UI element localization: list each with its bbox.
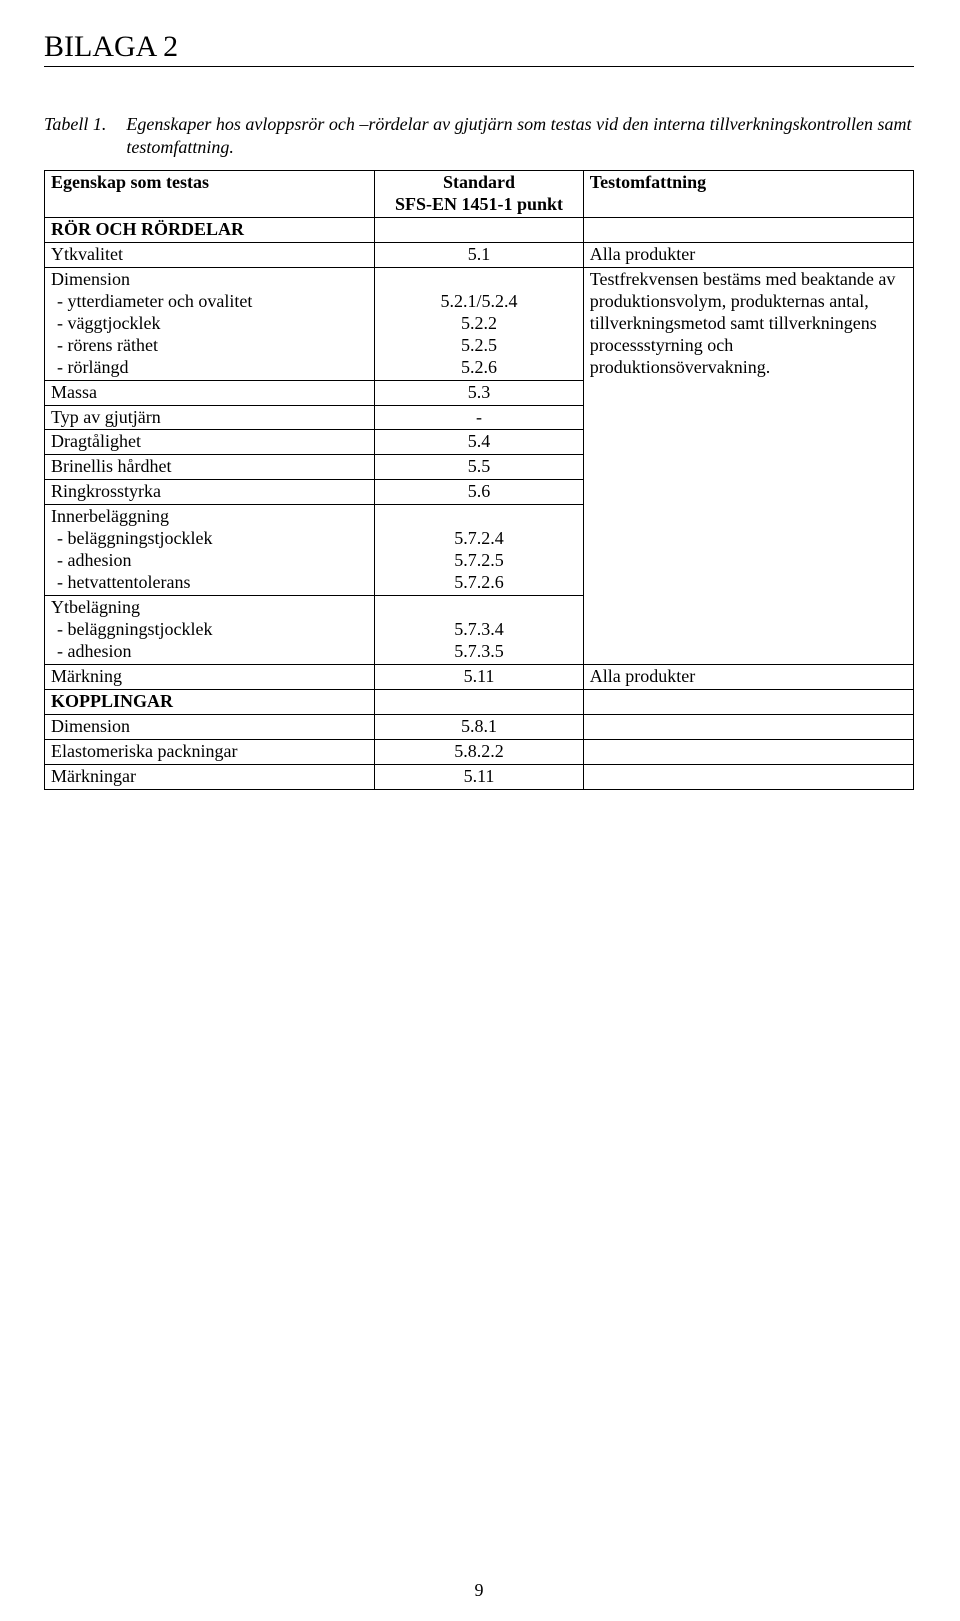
header-col1: Egenskap som testas xyxy=(45,171,375,218)
dimension-item: - rörens räthet xyxy=(51,335,158,355)
row-ref: 5.1 xyxy=(375,242,584,267)
empty-cell xyxy=(583,689,913,714)
page-title: BILAGA 2 xyxy=(44,30,914,67)
empty-cell xyxy=(375,217,584,242)
dimension-item: - väggtjocklek xyxy=(51,313,160,333)
row-ref: 5.4 xyxy=(375,430,584,455)
table-row: Märkning 5.11 Alla produkter xyxy=(45,665,914,690)
page-number: 9 xyxy=(44,1580,914,1601)
ytbel-item: - beläggningstjocklek xyxy=(51,619,212,639)
caption-label: Tabell 1. xyxy=(44,113,106,158)
table-row: Elastomeriska packningar 5.8.2.2 xyxy=(45,739,914,764)
section-row: KOPPLINGAR xyxy=(45,689,914,714)
table-row: Dimension 5.8.1 xyxy=(45,714,914,739)
row-label: Innerbeläggning - beläggningstjocklek - … xyxy=(45,505,375,596)
row-ref: 5.6 xyxy=(375,480,584,505)
row-label: Massa xyxy=(45,380,375,405)
header-col3: Testomfattning xyxy=(583,171,913,218)
empty-cell xyxy=(583,217,913,242)
empty-cell xyxy=(583,714,913,739)
dimension-ref: 5.2.6 xyxy=(461,357,497,377)
row-note: Testfrekvensen bestäms med beaktande av … xyxy=(583,267,913,595)
row-ref: 5.8.2.2 xyxy=(375,739,584,764)
row-ref: 5.2.1/5.2.4 5.2.2 5.2.5 5.2.6 xyxy=(375,267,584,380)
inner-ref: 5.7.2.5 xyxy=(454,550,504,570)
inner-ref: 5.7.2.6 xyxy=(454,572,504,592)
header-col2-line2: SFS-EN 1451-1 punkt xyxy=(395,194,563,214)
row-label: Typ av gjutjärn xyxy=(45,405,375,430)
row-label: Ytbelägning - beläggningstjocklek - adhe… xyxy=(45,596,375,665)
table-row: Märkningar 5.11 xyxy=(45,764,914,789)
dimension-item: - rörlängd xyxy=(51,357,128,377)
header-col2: Standard SFS-EN 1451-1 punkt xyxy=(375,171,584,218)
empty-cell xyxy=(583,764,913,789)
row-label: Märkningar xyxy=(45,764,375,789)
dimension-label: Dimension xyxy=(51,269,130,289)
ytbel-item: - adhesion xyxy=(51,641,131,661)
row-note: Alla produkter xyxy=(583,242,913,267)
row-ref: 5.11 xyxy=(375,665,584,690)
row-label: Brinellis hårdhet xyxy=(45,455,375,480)
row-ref: 5.11 xyxy=(375,764,584,789)
empty-cell xyxy=(583,739,913,764)
dimension-item: - ytterdiameter och ovalitet xyxy=(51,291,252,311)
row-ref: 5.3 xyxy=(375,380,584,405)
empty-cell xyxy=(375,689,584,714)
row-ref: 5.7.3.4 5.7.3.5 xyxy=(375,596,584,665)
empty-cell xyxy=(583,596,913,665)
row-label: Dimension xyxy=(45,714,375,739)
inner-item: - adhesion xyxy=(51,550,131,570)
table-caption: Tabell 1. Egenskaper hos avloppsrör och … xyxy=(44,113,914,158)
row-ref: - xyxy=(375,405,584,430)
inner-item: - beläggningstjocklek xyxy=(51,528,212,548)
section2-label: KOPPLINGAR xyxy=(45,689,375,714)
inner-item: - hetvattentolerans xyxy=(51,572,190,592)
dimension-ref: 5.2.5 xyxy=(461,335,497,355)
row-label: Elastomeriska packningar xyxy=(45,739,375,764)
row-ref: 5.5 xyxy=(375,455,584,480)
inner-ref: 5.7.2.4 xyxy=(454,528,504,548)
caption-text: Egenskaper hos avloppsrör och –rördelar … xyxy=(112,113,914,158)
ytbel-label: Ytbelägning xyxy=(51,597,140,617)
dimension-ref: 5.2.1/5.2.4 xyxy=(440,291,517,311)
ytbel-ref: 5.7.3.4 xyxy=(454,619,504,639)
dimension-ref: 5.2.2 xyxy=(461,313,497,333)
inner-label: Innerbeläggning xyxy=(51,506,169,526)
row-label: Dimension - ytterdiameter och ovalitet -… xyxy=(45,267,375,380)
header-col2-line1: Standard xyxy=(443,172,515,192)
table-header-row: Egenskap som testas Standard SFS-EN 1451… xyxy=(45,171,914,218)
row-label: Ytkvalitet xyxy=(45,242,375,267)
ytbel-ref: 5.7.3.5 xyxy=(454,641,504,661)
row-note: Alla produkter xyxy=(583,665,913,690)
row-label: Dragtålighet xyxy=(45,430,375,455)
table-row: Dimension - ytterdiameter och ovalitet -… xyxy=(45,267,914,380)
section-row: RÖR OCH RÖRDELAR xyxy=(45,217,914,242)
row-label: Ringkrosstyrka xyxy=(45,480,375,505)
section1-label: RÖR OCH RÖRDELAR xyxy=(45,217,375,242)
row-ref: 5.8.1 xyxy=(375,714,584,739)
row-ref: 5.7.2.4 5.7.2.5 5.7.2.6 xyxy=(375,505,584,596)
row-label: Märkning xyxy=(45,665,375,690)
table-row: Ytkvalitet 5.1 Alla produkter xyxy=(45,242,914,267)
properties-table: Egenskap som testas Standard SFS-EN 1451… xyxy=(44,170,914,790)
table-row: Ytbelägning - beläggningstjocklek - adhe… xyxy=(45,596,914,665)
